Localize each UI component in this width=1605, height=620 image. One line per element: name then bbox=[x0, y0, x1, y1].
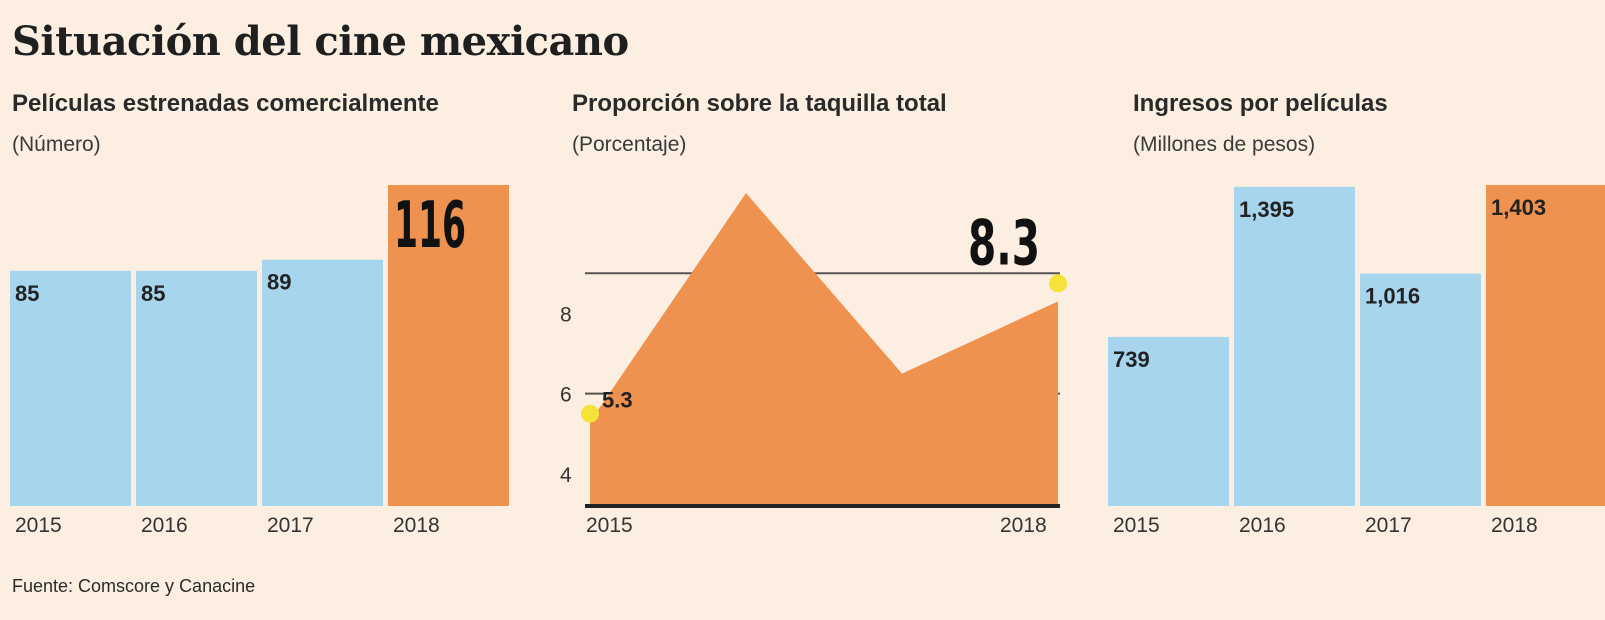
revenue-chart-title: Ingresos por películas bbox=[1133, 90, 1388, 117]
area-series bbox=[590, 193, 1058, 506]
x-tick-label: 2017 bbox=[1365, 514, 1412, 537]
share-area-chart: 4 6 8 2015 2018 5.3 8.3 bbox=[560, 193, 1067, 537]
bar-value-label: 739 bbox=[1113, 347, 1150, 372]
value-annotation-2015: 5.3 bbox=[602, 388, 633, 413]
bar-2015 bbox=[10, 270, 131, 506]
x-tick-label: 2016 bbox=[141, 514, 188, 537]
x-tick-label: 2015 bbox=[15, 514, 62, 537]
highlight-point-2015 bbox=[581, 404, 599, 423]
bar-value-label: 1,403 bbox=[1491, 195, 1546, 220]
x-tick-label: 2018 bbox=[1491, 514, 1538, 537]
x-tick-label: 2015 bbox=[1113, 514, 1160, 537]
x-tick-label: 2018 bbox=[393, 514, 440, 537]
x-tick-label: 2018 bbox=[1000, 514, 1047, 537]
bar-2016 bbox=[136, 270, 257, 506]
revenue-bar-chart: 739 2015 1,395 2016 1,016 2017 1,403 2018 bbox=[1108, 185, 1605, 537]
bar-value-label: 85 bbox=[15, 281, 39, 306]
x-tick-label: 2015 bbox=[586, 514, 633, 537]
bar-value-label: 116 bbox=[394, 189, 466, 263]
share-chart-subtitle: (Porcentaje) bbox=[572, 133, 687, 156]
bar-2017 bbox=[262, 259, 383, 506]
x-tick-label: 2017 bbox=[267, 514, 314, 537]
bar-value-label: 1,016 bbox=[1365, 284, 1420, 309]
share-chart-title: Proporción sobre la taquilla total bbox=[572, 90, 947, 117]
y-tick-label: 4 bbox=[560, 464, 572, 487]
bar-2018 bbox=[1486, 185, 1605, 506]
source-note: Fuente: Comscore y Canacine bbox=[12, 576, 256, 596]
x-tick-label: 2016 bbox=[1239, 514, 1286, 537]
highlight-point-2018 bbox=[1049, 274, 1067, 293]
bar-2017 bbox=[1360, 273, 1481, 506]
films-chart-subtitle: (Número) bbox=[12, 133, 101, 156]
y-tick-label: 8 bbox=[560, 303, 572, 326]
value-annotation-2018: 8.3 bbox=[968, 206, 1040, 279]
bar-value-label: 85 bbox=[141, 281, 165, 306]
bar-2016 bbox=[1234, 186, 1355, 506]
bar-value-label: 89 bbox=[267, 270, 291, 295]
bar-2018 bbox=[388, 185, 509, 506]
films-chart-title: Películas estrenadas comercialmente bbox=[12, 90, 439, 117]
bar-2015 bbox=[1108, 336, 1229, 506]
films-bar-chart: 85 2015 85 2016 89 2017 116 2018 bbox=[10, 185, 509, 537]
page-title: Situación del cine mexicano bbox=[12, 18, 629, 65]
bar-value-label: 1,395 bbox=[1239, 197, 1294, 222]
revenue-chart-subtitle: (Millones de pesos) bbox=[1133, 133, 1316, 156]
y-tick-label: 6 bbox=[560, 384, 572, 407]
